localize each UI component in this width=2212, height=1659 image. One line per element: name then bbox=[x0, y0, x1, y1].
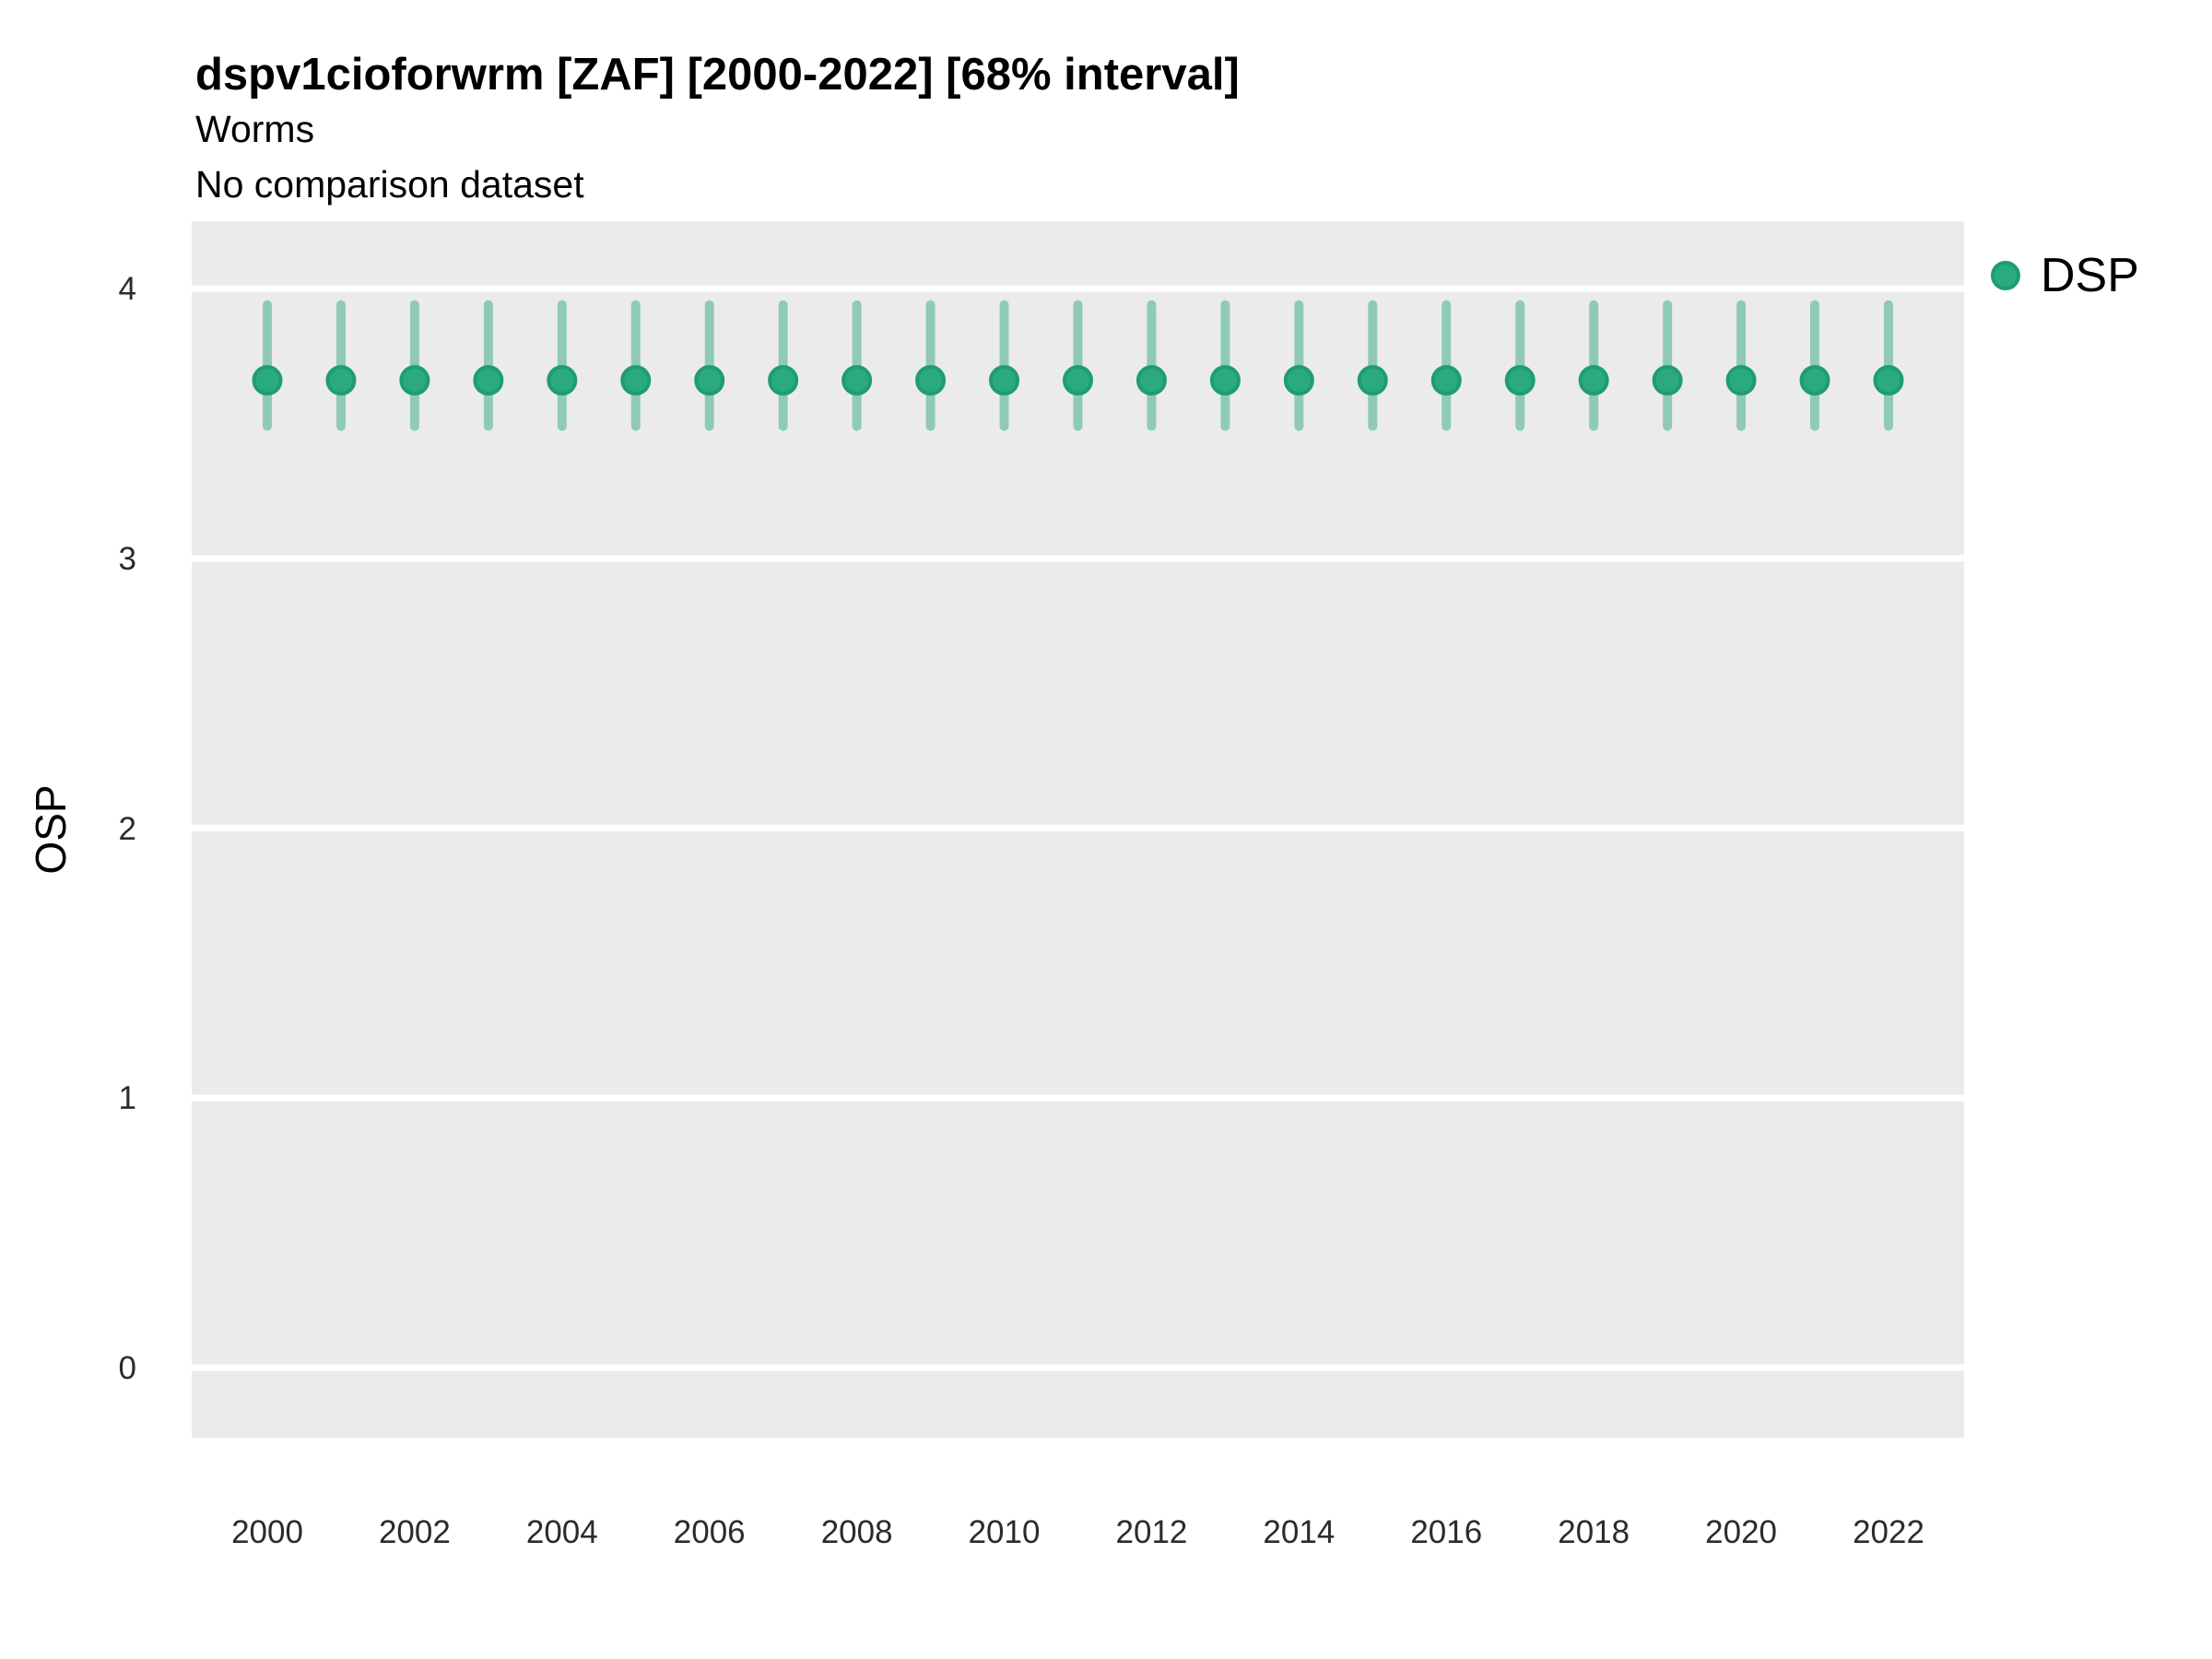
x-tick-label-2016: 2016 bbox=[1410, 1514, 1483, 1550]
x-tick-label-2000: 2000 bbox=[231, 1514, 303, 1550]
legend-label: DSP bbox=[2041, 249, 2139, 302]
x-tick-label-2002: 2002 bbox=[378, 1514, 451, 1550]
x-tick-label-2022: 2022 bbox=[1853, 1514, 1924, 1550]
x-tick-label-2004: 2004 bbox=[525, 1514, 598, 1550]
chart-subtitle: Worms bbox=[195, 108, 315, 150]
y-tick-label-1: 1 bbox=[118, 1080, 136, 1117]
y-tick-label-3: 3 bbox=[118, 540, 136, 577]
x-tick-label-2020: 2020 bbox=[1705, 1514, 1778, 1550]
chart-title: dspv1cioforwrm [ZAF] [2000-2022] [68% in… bbox=[195, 50, 1240, 100]
x-tick-label-2006: 2006 bbox=[673, 1514, 746, 1550]
y-tick-label-0: 0 bbox=[118, 1349, 136, 1386]
y-tick-label-4: 4 bbox=[118, 271, 136, 308]
chart-caption: No comparison dataset bbox=[195, 163, 584, 206]
plot-panel bbox=[192, 221, 1964, 1438]
x-tick-label-2012: 2012 bbox=[1115, 1514, 1188, 1550]
x-tick-label-2010: 2010 bbox=[968, 1514, 1041, 1550]
y-tick-label-2: 2 bbox=[118, 810, 136, 847]
legend: DSP bbox=[1991, 249, 2139, 302]
x-tick-label-2008: 2008 bbox=[820, 1514, 893, 1550]
x-tick-label-2014: 2014 bbox=[1263, 1514, 1335, 1550]
x-tick-label-2018: 2018 bbox=[1558, 1514, 1630, 1550]
legend-key-dot bbox=[1991, 261, 2020, 290]
